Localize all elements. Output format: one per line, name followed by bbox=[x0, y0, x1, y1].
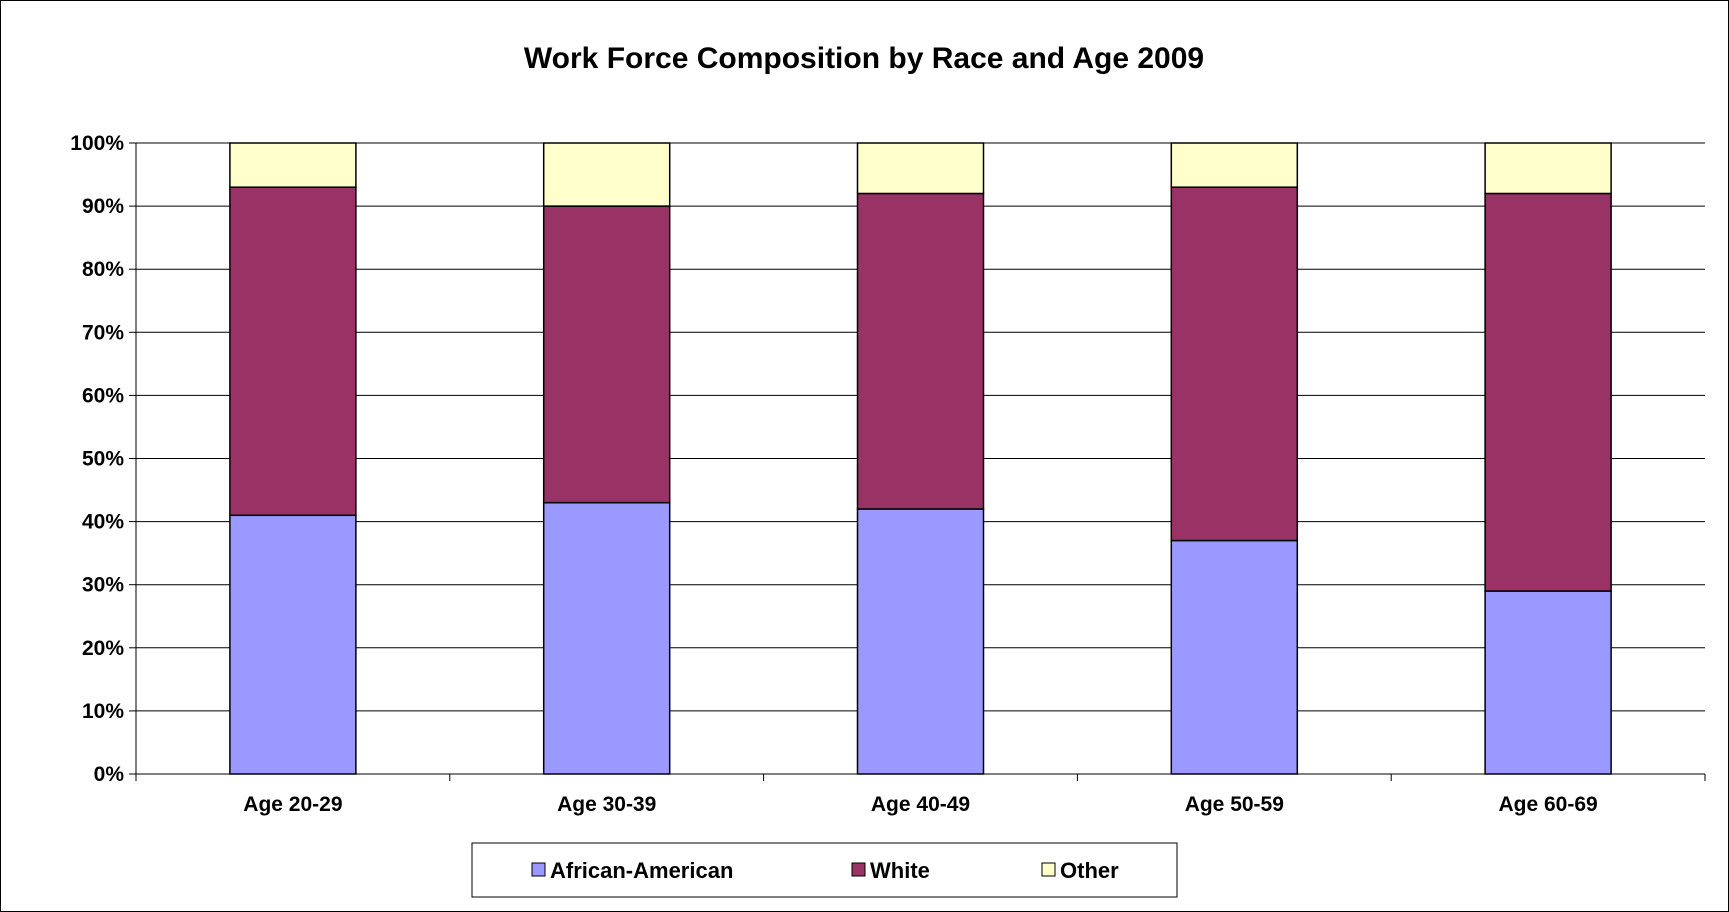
x-tick-labels: Age 20-29 Age 30-39 Age 40-49 Age 50-59 Age … bbox=[243, 793, 1597, 816]
x-tick-label: Age 50-59 bbox=[1185, 793, 1284, 816]
bar-segment bbox=[856, 508, 985, 775]
bar-segment bbox=[542, 205, 671, 504]
legend-label: African-American bbox=[550, 858, 733, 883]
legend-entry: White bbox=[851, 858, 930, 883]
y-tick-label: 80% bbox=[82, 258, 124, 281]
bar-stack bbox=[1170, 142, 1299, 775]
y-tick-label: 70% bbox=[82, 321, 124, 344]
legend-entry: Other bbox=[1041, 858, 1119, 883]
y-tick-label: 60% bbox=[82, 384, 124, 407]
bar-segment bbox=[1170, 539, 1299, 775]
y-tick-label: 100% bbox=[70, 132, 124, 155]
bar-segment bbox=[542, 501, 671, 775]
y-tick-label: 50% bbox=[82, 448, 124, 471]
bar-stack bbox=[229, 142, 357, 775]
bar-stack bbox=[856, 142, 985, 775]
y-tick-label: 40% bbox=[82, 511, 124, 534]
bar-segment bbox=[1484, 142, 1612, 195]
y-tick-label: 90% bbox=[82, 195, 124, 218]
legend-entry: African-American bbox=[531, 858, 733, 883]
legend-label: Other bbox=[1060, 858, 1119, 883]
x-tick-label: Age 40-49 bbox=[871, 793, 970, 816]
bar-segment bbox=[229, 186, 357, 517]
axes bbox=[129, 142, 1706, 781]
y-tick-labels: 0% 10% 20% 30% 40% 50% 60% 70% 80% 90% 100% bbox=[70, 132, 124, 786]
bar-segment bbox=[856, 142, 985, 195]
chart-title: Work Force Composition by Race and Age 2… bbox=[524, 42, 1204, 75]
bar-segment bbox=[1170, 186, 1299, 542]
x-tick-label: Age 20-29 bbox=[243, 793, 342, 816]
bar-stack bbox=[1484, 142, 1612, 775]
bar-segment bbox=[229, 142, 357, 188]
legend-swatch bbox=[531, 862, 546, 877]
bars bbox=[229, 142, 1612, 775]
y-tick-label: 10% bbox=[82, 700, 124, 723]
y-tick-label: 0% bbox=[94, 763, 125, 786]
x-tick-label: Age 30-39 bbox=[557, 793, 656, 816]
legend-box bbox=[471, 842, 1178, 898]
bar-segment bbox=[1484, 590, 1612, 775]
bar-segment bbox=[542, 142, 671, 207]
bar-segment bbox=[856, 192, 985, 510]
legend: African-American White Other bbox=[471, 842, 1178, 898]
y-tick-label: 30% bbox=[82, 574, 124, 597]
bar-segment bbox=[1170, 142, 1299, 188]
legend-swatch bbox=[1041, 862, 1056, 877]
bar-stack bbox=[542, 142, 671, 775]
y-tick-label: 20% bbox=[82, 637, 124, 660]
legend-swatch bbox=[851, 862, 866, 877]
x-tick-label: Age 60-69 bbox=[1498, 793, 1597, 816]
bar-segment bbox=[229, 514, 357, 775]
bar-segment bbox=[1484, 192, 1612, 592]
legend-label: White bbox=[870, 858, 930, 883]
